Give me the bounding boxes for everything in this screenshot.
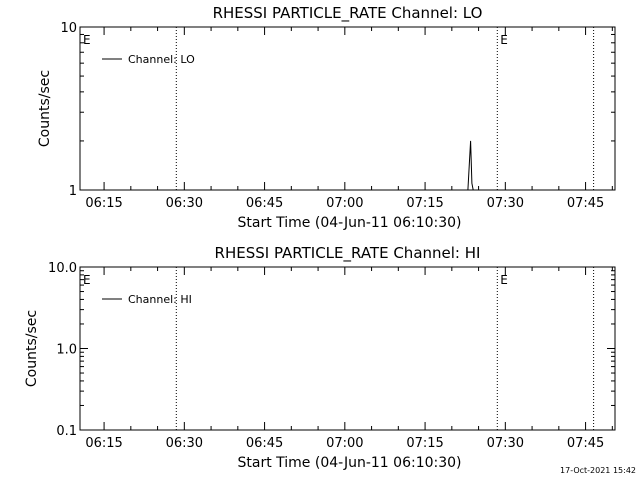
x-tick-label: 07:00 — [326, 436, 363, 451]
x-tick-label: 06:30 — [166, 436, 203, 451]
chart-title: RHESSI PARTICLE_RATE Channel: LO — [213, 4, 483, 23]
x-tick-label: 06:15 — [85, 196, 122, 211]
event-marker-label: E — [500, 273, 508, 287]
x-tick-label: 06:30 — [166, 196, 203, 211]
y-axis: 0.1 1.0 10.0 — [48, 261, 615, 439]
event-marker-label: E — [500, 33, 508, 47]
x-tick-label: 07:45 — [567, 196, 604, 211]
x-tick-label: 07:30 — [487, 196, 524, 211]
legend-label: Channel: LO — [128, 53, 195, 66]
x-axis-label: Start Time (04-Jun-11 06:10:30) — [238, 455, 462, 471]
y-tick-label: 10 — [60, 21, 77, 36]
series-line — [467, 140, 474, 191]
y-tick-label: 10.0 — [48, 261, 77, 276]
legend: Channel: LO — [102, 53, 195, 66]
x-tick-label: 06:15 — [85, 436, 122, 451]
legend-label: Channel: HI — [128, 293, 192, 306]
x-tick-label: 07:15 — [406, 196, 443, 211]
y-axis: 1 10 — [60, 21, 615, 199]
x-tick-label: 07:45 — [567, 436, 604, 451]
x-axis-label: Start Time (04-Jun-11 06:10:30) — [238, 215, 462, 231]
plot-frame — [79, 266, 616, 431]
timestamp: 17-Oct-2021 15:42 — [560, 466, 636, 475]
y-axis-label: Counts/sec — [24, 310, 40, 387]
x-tick-label: 07:15 — [406, 436, 443, 451]
y-tick-label: 1.0 — [56, 343, 77, 358]
legend: Channel: HI — [102, 293, 192, 306]
x-tick-label: 07:30 — [487, 436, 524, 451]
x-tick-label: 07:00 — [326, 196, 363, 211]
chart-title: RHESSI PARTICLE_RATE Channel: HI — [215, 244, 481, 263]
plot-frame — [79, 26, 616, 191]
x-tick-label: 06:45 — [246, 196, 283, 211]
x-tick-label: 06:45 — [246, 436, 283, 451]
event-marker-label: E — [83, 33, 91, 47]
y-tick-label: 1 — [69, 184, 77, 199]
y-tick-label: 0.1 — [56, 424, 77, 439]
x-axis: 06:15 06:30 06:45 07:00 07:15 07:30 07:45 — [85, 27, 613, 211]
event-marker-label: E — [83, 273, 91, 287]
y-axis-label: Counts/sec — [37, 70, 53, 147]
x-axis: 06:15 06:30 06:45 07:00 07:15 07:30 07:45 — [85, 267, 613, 451]
